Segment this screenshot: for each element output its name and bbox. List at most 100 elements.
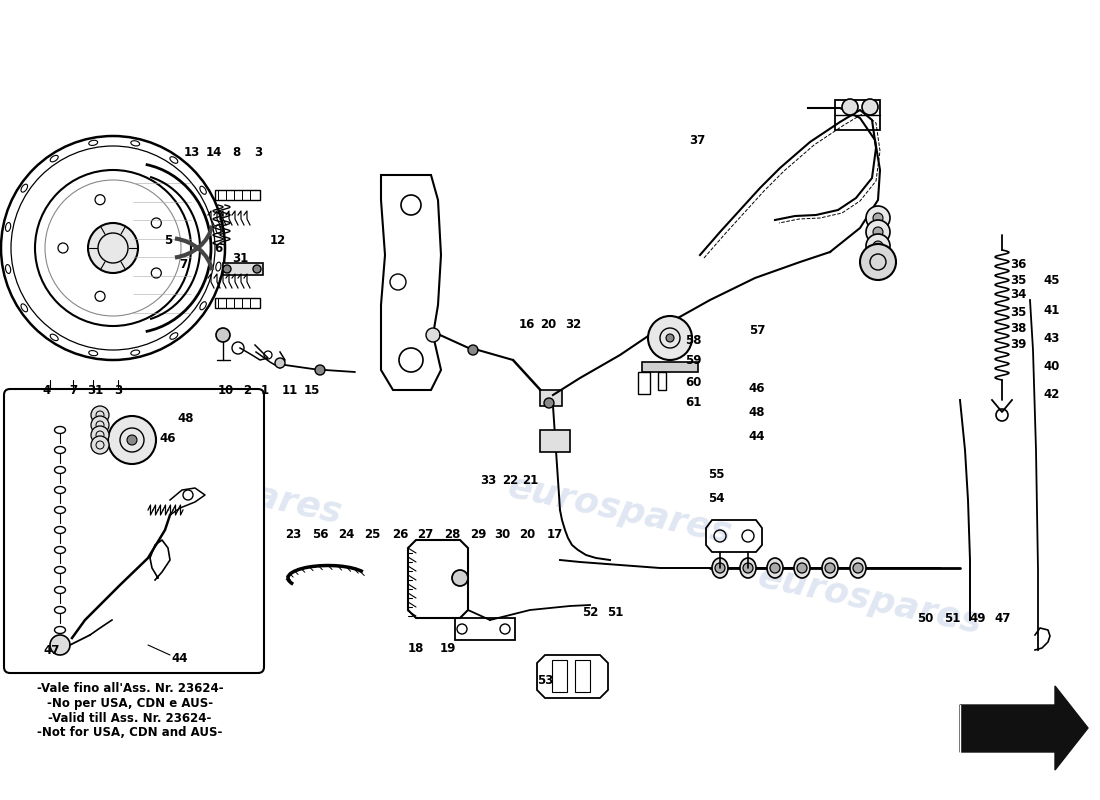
Text: 10: 10 xyxy=(218,383,234,397)
Text: 14: 14 xyxy=(206,146,222,158)
Text: 27: 27 xyxy=(417,529,433,542)
Text: 47: 47 xyxy=(994,611,1011,625)
Text: 20: 20 xyxy=(540,318,557,331)
Text: 33: 33 xyxy=(480,474,496,486)
Circle shape xyxy=(860,244,896,280)
Text: -No per USA, CDN e AUS-: -No per USA, CDN e AUS- xyxy=(47,697,213,710)
Text: 7: 7 xyxy=(69,383,77,397)
Circle shape xyxy=(770,563,780,573)
Text: 31: 31 xyxy=(232,251,249,265)
Circle shape xyxy=(852,563,864,573)
Text: 53: 53 xyxy=(537,674,553,686)
Text: 45: 45 xyxy=(1044,274,1060,286)
Text: 6: 6 xyxy=(213,242,222,254)
Text: 35: 35 xyxy=(1010,274,1026,286)
Circle shape xyxy=(452,570,468,586)
Text: 19: 19 xyxy=(440,642,456,654)
Text: 34: 34 xyxy=(1010,289,1026,302)
Text: 2: 2 xyxy=(243,383,251,397)
Circle shape xyxy=(866,206,890,230)
Circle shape xyxy=(742,563,754,573)
Text: 12: 12 xyxy=(270,234,286,246)
Text: 31: 31 xyxy=(87,383,103,397)
Text: 51: 51 xyxy=(944,611,960,625)
Text: -Valid till Ass. Nr. 23624-: -Valid till Ass. Nr. 23624- xyxy=(48,711,211,725)
Polygon shape xyxy=(960,686,1088,770)
Text: 51: 51 xyxy=(607,606,624,618)
Circle shape xyxy=(666,334,674,342)
Text: eurospares: eurospares xyxy=(114,450,345,530)
Text: -Not for USA, CDN and AUS-: -Not for USA, CDN and AUS- xyxy=(37,726,222,739)
Circle shape xyxy=(842,99,858,115)
Text: 26: 26 xyxy=(392,529,408,542)
Text: 32: 32 xyxy=(565,318,581,331)
Text: 8: 8 xyxy=(232,146,240,158)
Circle shape xyxy=(275,358,285,368)
Text: 4: 4 xyxy=(43,383,51,397)
Circle shape xyxy=(91,426,109,444)
Text: 30: 30 xyxy=(494,529,510,542)
Text: eurospares: eurospares xyxy=(755,560,986,640)
Text: 3: 3 xyxy=(114,383,122,397)
Text: 41: 41 xyxy=(1044,303,1060,317)
Text: 43: 43 xyxy=(1044,331,1060,345)
Text: 21: 21 xyxy=(521,474,538,486)
Text: 47: 47 xyxy=(44,643,60,657)
Text: 56: 56 xyxy=(311,529,328,542)
Text: 28: 28 xyxy=(443,529,460,542)
Text: 52: 52 xyxy=(582,606,598,618)
Bar xyxy=(658,372,666,390)
Circle shape xyxy=(862,99,878,115)
Text: 58: 58 xyxy=(684,334,702,346)
Circle shape xyxy=(223,265,231,273)
Text: 59: 59 xyxy=(684,354,702,366)
Circle shape xyxy=(798,563,807,573)
Text: 48: 48 xyxy=(178,411,195,425)
Text: 40: 40 xyxy=(1044,359,1060,373)
Text: 5: 5 xyxy=(164,234,172,246)
Text: 17: 17 xyxy=(547,529,563,542)
Text: 48: 48 xyxy=(749,406,766,418)
Text: 36: 36 xyxy=(1010,258,1026,271)
Circle shape xyxy=(91,406,109,424)
Circle shape xyxy=(126,435,138,445)
Text: 44: 44 xyxy=(172,651,188,665)
Bar xyxy=(575,660,590,692)
Bar xyxy=(540,430,570,452)
Text: 24: 24 xyxy=(338,529,354,542)
Text: 25: 25 xyxy=(364,529,381,542)
Circle shape xyxy=(544,398,554,408)
Ellipse shape xyxy=(850,558,866,578)
Text: 37: 37 xyxy=(689,134,705,146)
Text: 23: 23 xyxy=(285,529,301,542)
Bar xyxy=(214,298,260,308)
Bar xyxy=(835,100,880,130)
Circle shape xyxy=(866,220,890,244)
Bar xyxy=(638,372,650,394)
Circle shape xyxy=(108,416,156,464)
Circle shape xyxy=(873,241,883,251)
Text: 61: 61 xyxy=(685,397,701,410)
Text: 60: 60 xyxy=(685,375,701,389)
Circle shape xyxy=(468,345,478,355)
Circle shape xyxy=(216,328,230,342)
Text: 20: 20 xyxy=(519,529,535,542)
Text: 42: 42 xyxy=(1044,387,1060,401)
Text: 39: 39 xyxy=(1010,338,1026,350)
Ellipse shape xyxy=(740,558,756,578)
Text: 55: 55 xyxy=(707,467,724,481)
Bar xyxy=(552,660,567,692)
Text: 1: 1 xyxy=(261,383,270,397)
Ellipse shape xyxy=(712,558,728,578)
Circle shape xyxy=(88,223,138,273)
Text: -Vale fino all'Ass. Nr. 23624-: -Vale fino all'Ass. Nr. 23624- xyxy=(36,682,223,694)
Circle shape xyxy=(648,316,692,360)
Text: 35: 35 xyxy=(1010,306,1026,318)
Circle shape xyxy=(866,234,890,258)
Text: 11: 11 xyxy=(282,383,298,397)
Text: 44: 44 xyxy=(749,430,766,442)
Circle shape xyxy=(315,365,324,375)
Text: eurospares: eurospares xyxy=(505,470,735,550)
Text: 46: 46 xyxy=(749,382,766,394)
Text: 13: 13 xyxy=(184,146,200,158)
